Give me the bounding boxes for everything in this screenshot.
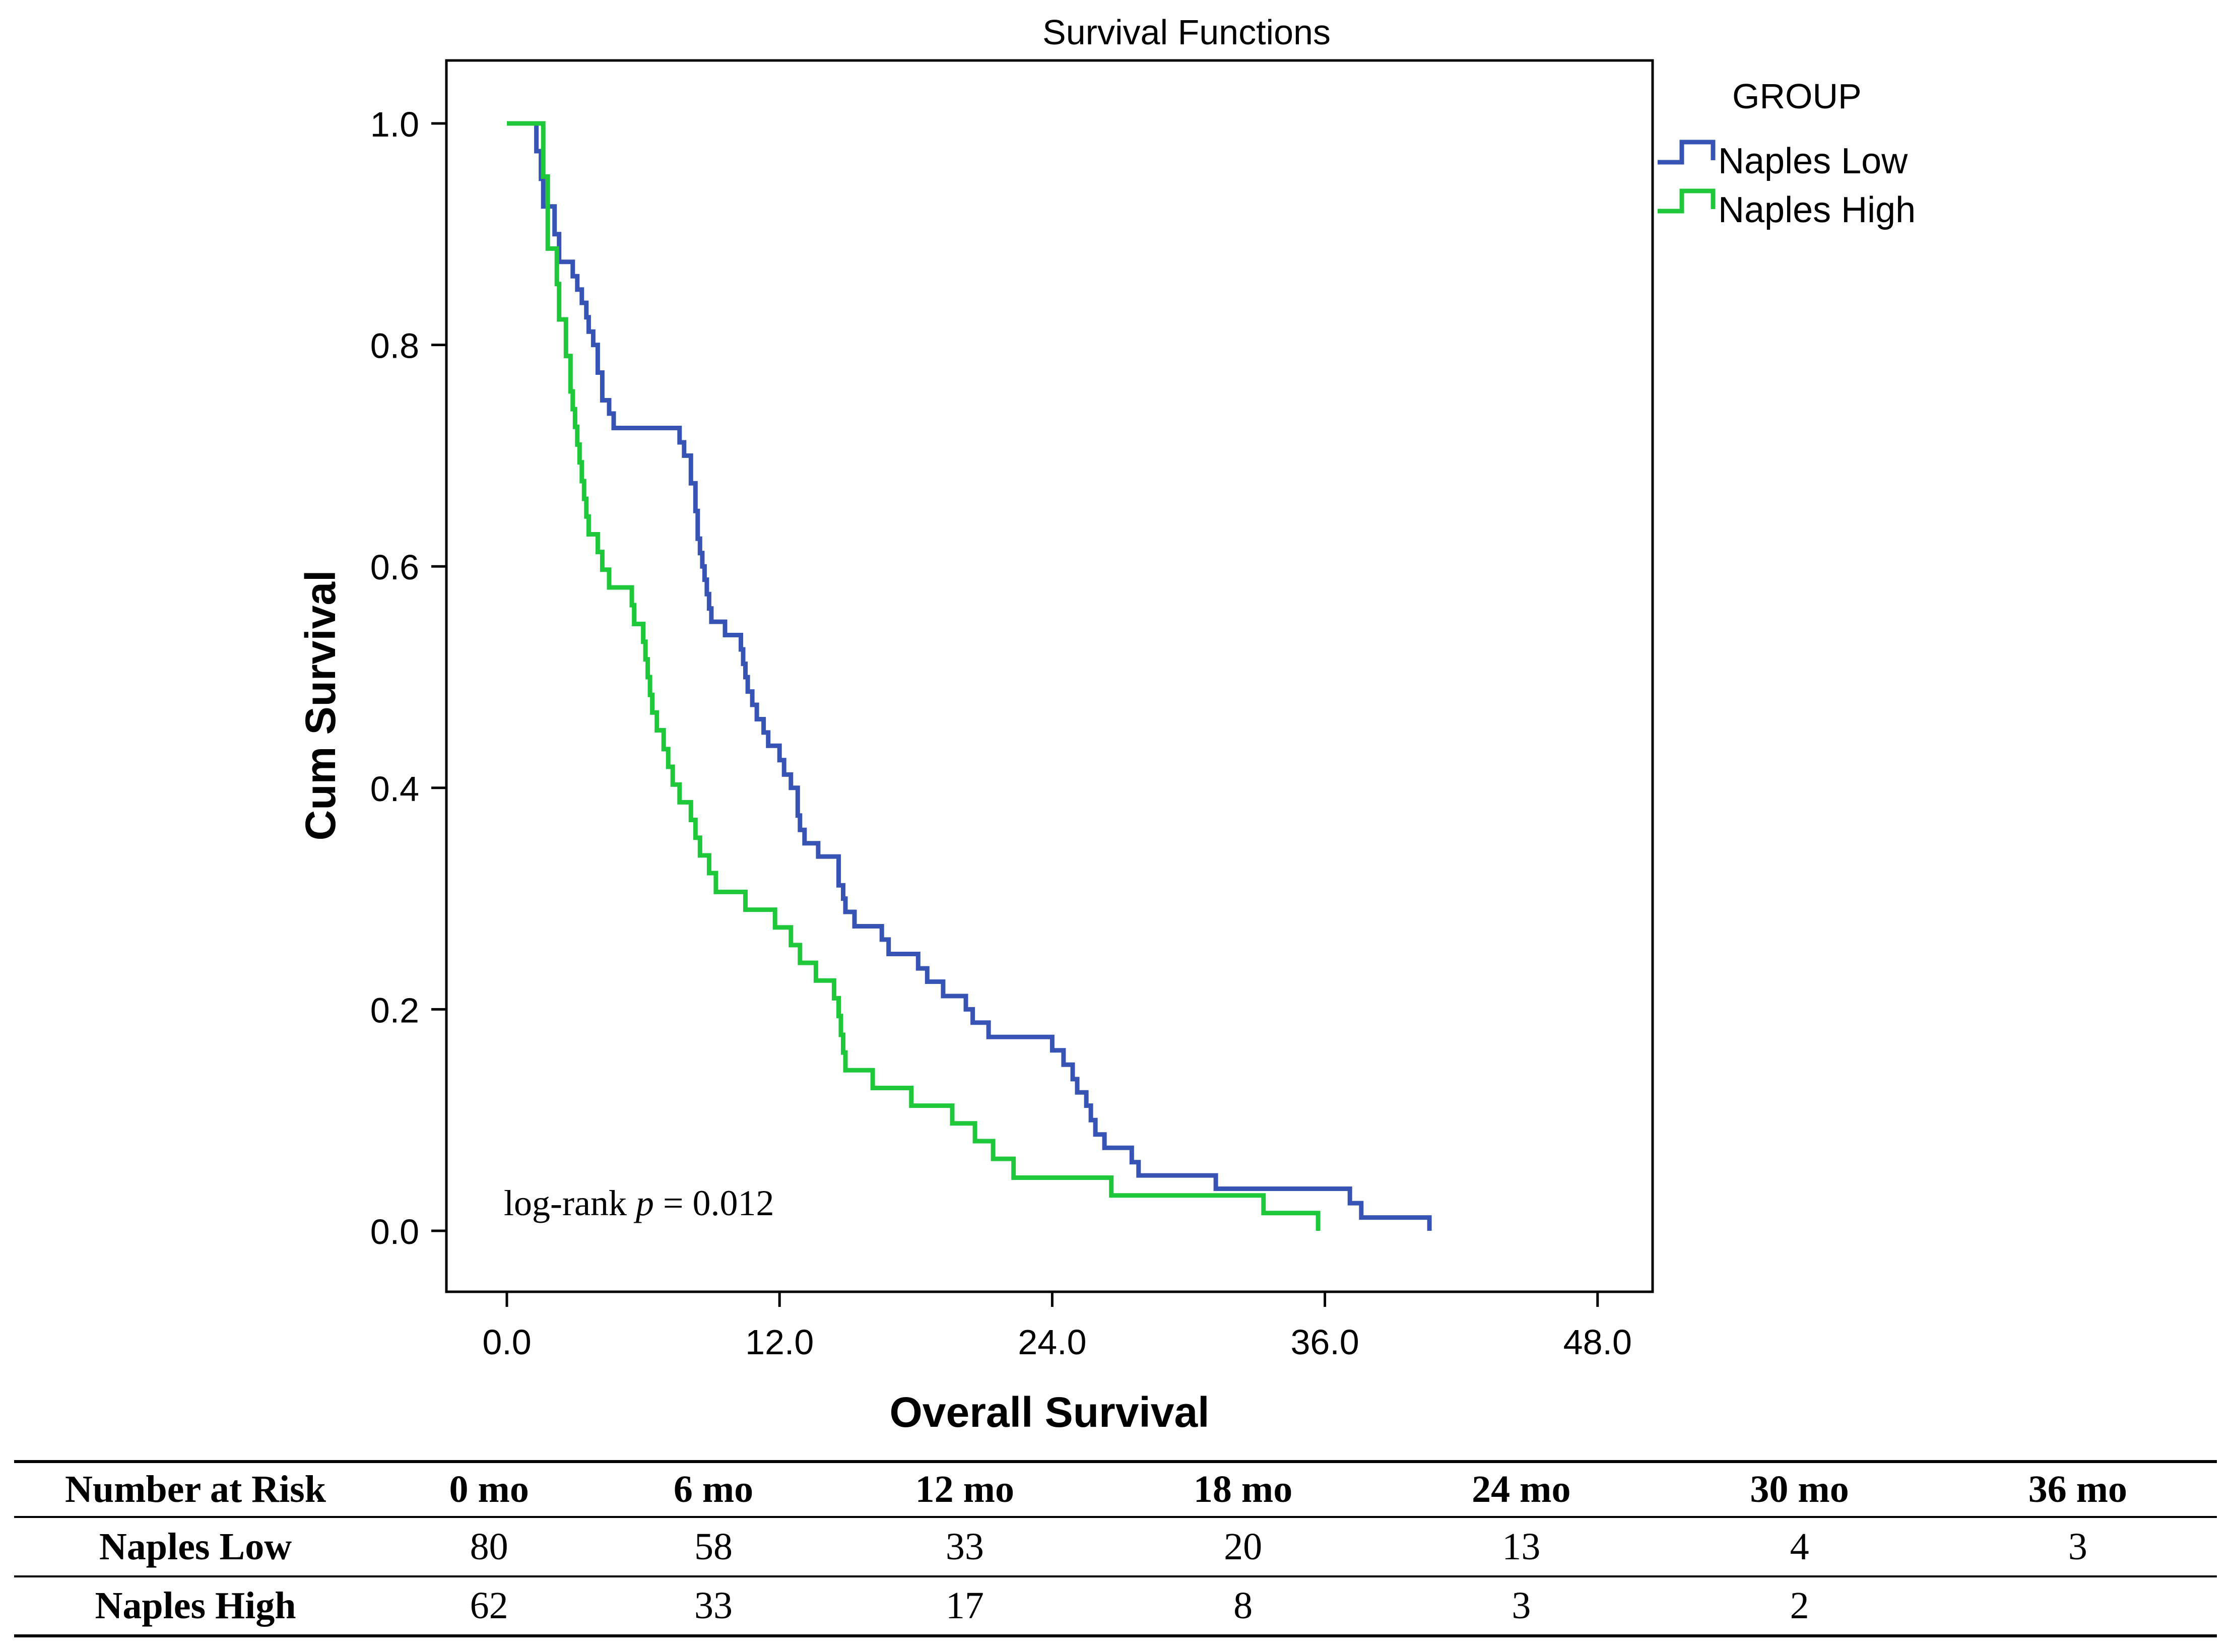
risk-cell: 58 [694,1525,733,1568]
risk-header-6-mo: 6 mo [673,1468,754,1510]
log-rank-annotation: log-rank p = 0.012 [504,1183,774,1223]
number-at-risk-table: Number at Risk 0 mo 6 mo 12 mo 18 mo 24 mo 30 … [14,1460,2217,1637]
risk-cell: 3 [1512,1584,1531,1627]
log-rank-value: = 0.012 [654,1183,774,1223]
x-tick-label: 36.0 [1290,1323,1359,1362]
risk-cell [1939,1576,2217,1636]
legend-label-naples-high: Naples High [1718,190,1916,230]
risk-cell: 80 [470,1525,508,1568]
y-tick-label: 0.6 [370,548,419,587]
x-axis: 0.0 12.0 24.0 36.0 48.0 [482,1292,1632,1362]
risk-cell: 33 [694,1584,733,1627]
y-tick-label: 0.0 [370,1212,419,1251]
risk-header-36-mo: 36 mo [2028,1468,2127,1510]
legend-items: Naples Low Naples High [1658,140,1916,230]
risk-header-0-mo: 0 mo [449,1468,529,1510]
risk-cell: 13 [1502,1525,1541,1568]
legend: GROUP Naples Low Naples High [1658,77,1916,230]
series-layer [507,121,1432,1231]
risk-cell: 8 [1233,1584,1253,1627]
risk-header-12-mo: 12 mo [915,1468,1014,1510]
log-rank-prefix: log-rank [504,1183,636,1223]
series-line-naples-low [507,121,1432,1231]
y-axis: 0.0 0.2 0.4 0.6 0.8 1.0 [370,105,446,1251]
risk-table-body: Naples Low 80 58 33 20 13 4 3 Naples High 62 33 17 8… [14,1517,2217,1636]
risk-row-naples-high: Naples High 62 33 17 8 3 2 [14,1576,2217,1636]
legend-swatch-naples-low [1658,140,1716,165]
risk-cell: 33 [945,1525,984,1568]
plot-frame [445,59,1654,1293]
legend-label-naples-low: Naples Low [1718,141,1908,181]
chart-title: Survival Functions [1042,13,1331,52]
legend-swatch-naples-high [1658,188,1716,214]
risk-header-30-mo: 30 mo [1750,1468,1849,1510]
x-tick-label: 24.0 [1018,1323,1086,1362]
survival-chart: Survival Functions 0.0 0.2 0.4 0.6 0.8 1.0 0.… [297,13,1916,1436]
risk-cell: 3 [2068,1525,2087,1568]
risk-cell: 17 [945,1584,984,1627]
legend-title: GROUP [1732,77,1862,116]
risk-cell: 2 [1790,1584,1809,1627]
y-axis-label: Cum Survival [297,570,344,841]
risk-row-naples-low: Naples Low 80 58 33 20 13 4 3 [14,1517,2217,1576]
risk-table-header: Number at Risk 0 mo 6 mo 12 mo 18 mo 24 mo 30 … [14,1462,2217,1517]
log-rank-p-symbol: p [633,1183,654,1223]
x-tick-label: 48.0 [1563,1323,1632,1362]
y-tick-label: 0.4 [370,769,419,809]
x-tick-label: 12.0 [745,1323,814,1362]
risk-header-24-mo: 24 mo [1472,1468,1571,1510]
y-tick-label: 0.2 [370,990,419,1030]
risk-row-label: Naples High [95,1584,296,1627]
risk-cell: 62 [470,1584,508,1627]
series-line-naples-high [507,121,1321,1231]
y-tick-label: 0.8 [370,326,419,366]
risk-header-label: Number at Risk [65,1468,326,1510]
risk-cell: 4 [1790,1525,1809,1568]
x-axis-label: Overall Survival [889,1389,1209,1436]
x-tick-label: 0.0 [482,1323,531,1362]
risk-cell: 20 [1224,1525,1263,1568]
risk-row-label: Naples Low [99,1525,292,1568]
risk-header-18-mo: 18 mo [1193,1468,1293,1510]
y-tick-label: 1.0 [370,105,419,144]
